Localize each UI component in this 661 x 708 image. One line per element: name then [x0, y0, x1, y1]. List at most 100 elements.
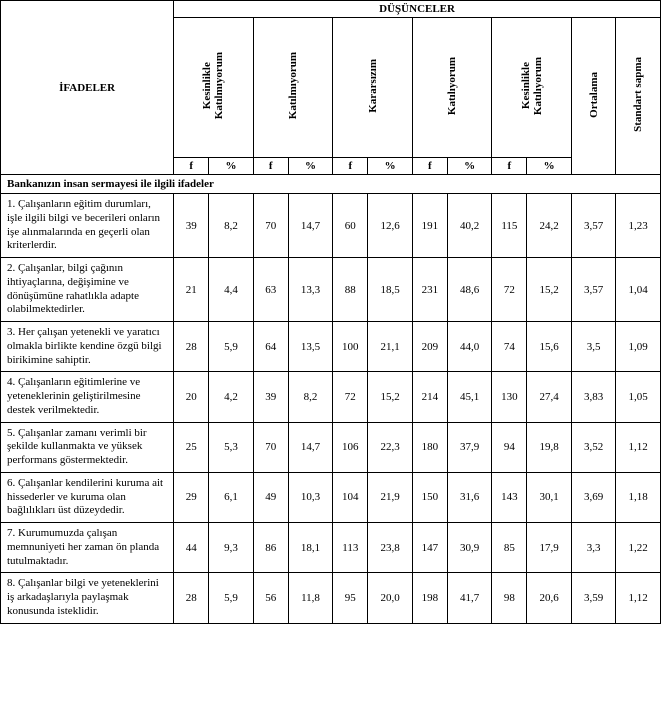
thoughts-header: DÜŞÜNCELER: [174, 1, 661, 18]
mean-cell: 3,3: [571, 523, 615, 573]
pct-cell: 22,3: [368, 422, 412, 472]
f-cell: 39: [174, 194, 209, 258]
sd-cell: 1,05: [616, 372, 661, 422]
f-cell: 56: [253, 573, 288, 623]
f-header: f: [492, 158, 527, 175]
sd-header: Standart sapma: [616, 18, 661, 175]
f-cell: 29: [174, 472, 209, 522]
table-row: 8. Çalışanlar bilgi ve yeteneklerini iş …: [1, 573, 661, 623]
f-cell: 64: [253, 322, 288, 372]
table-row: 4. Çalışanların eğitimlerine ve yetenekl…: [1, 372, 661, 422]
scale-label-4: Katılıyorum: [446, 53, 458, 119]
f-cell: 95: [333, 573, 368, 623]
f-header: f: [412, 158, 447, 175]
pct-cell: 5,3: [209, 422, 253, 472]
scale-col-5: Kesinlikle Katılıyorum: [492, 18, 572, 158]
pct-cell: 13,3: [288, 258, 332, 322]
pct-cell: 41,7: [447, 573, 491, 623]
sd-cell: 1,09: [616, 322, 661, 372]
f-cell: 98: [492, 573, 527, 623]
f-cell: 72: [492, 258, 527, 322]
pct-cell: 4,4: [209, 258, 253, 322]
scale-label-1: Kesinlikle Katılmıyorum: [201, 48, 225, 123]
pct-cell: 5,9: [209, 322, 253, 372]
pct-cell: 27,4: [527, 372, 571, 422]
f-cell: 72: [333, 372, 368, 422]
sd-label: Standart sapma: [632, 53, 644, 136]
pct-cell: 48,6: [447, 258, 491, 322]
pct-cell: 30,9: [447, 523, 491, 573]
mean-cell: 3,83: [571, 372, 615, 422]
f-cell: 150: [412, 472, 447, 522]
section-title: Bankanızın insan sermayesi ile ilgili if…: [1, 175, 661, 194]
table-row: 7. Kurumumuzda çalışan memnuniyeti her z…: [1, 523, 661, 573]
pct-cell: 37,9: [447, 422, 491, 472]
f-cell: 70: [253, 194, 288, 258]
pct-cell: 23,8: [368, 523, 412, 573]
statement-cell: 1. Çalışanların eğitim durumları, işle i…: [1, 194, 174, 258]
f-header: f: [174, 158, 209, 175]
statements-header: İFADELER: [1, 1, 174, 175]
scale-col-2: Katılmıyorum: [253, 18, 333, 158]
f-cell: 39: [253, 372, 288, 422]
f-cell: 143: [492, 472, 527, 522]
sd-cell: 1,18: [616, 472, 661, 522]
pct-header: %: [288, 158, 332, 175]
pct-cell: 18,1: [288, 523, 332, 573]
f-cell: 115: [492, 194, 527, 258]
sd-cell: 1,22: [616, 523, 661, 573]
mean-cell: 3,57: [571, 194, 615, 258]
f-cell: 191: [412, 194, 447, 258]
pct-cell: 13,5: [288, 322, 332, 372]
pct-cell: 14,7: [288, 422, 332, 472]
f-cell: 94: [492, 422, 527, 472]
pct-cell: 17,9: [527, 523, 571, 573]
statement-cell: 5. Çalışanlar zamanı verimli bir şekilde…: [1, 422, 174, 472]
pct-cell: 12,6: [368, 194, 412, 258]
pct-cell: 8,2: [288, 372, 332, 422]
pct-cell: 21,9: [368, 472, 412, 522]
pct-cell: 18,5: [368, 258, 412, 322]
f-cell: 130: [492, 372, 527, 422]
mean-cell: 3,5: [571, 322, 615, 372]
f-cell: 49: [253, 472, 288, 522]
pct-cell: 21,1: [368, 322, 412, 372]
pct-cell: 31,6: [447, 472, 491, 522]
scale-label-2: Katılmıyorum: [287, 48, 299, 123]
pct-cell: 19,8: [527, 422, 571, 472]
scale-col-4: Katılıyorum: [412, 18, 492, 158]
pct-cell: 30,1: [527, 472, 571, 522]
scale-col-3: Kararsızım: [333, 18, 413, 158]
pct-cell: 10,3: [288, 472, 332, 522]
statement-cell: 4. Çalışanların eğitimlerine ve yetenekl…: [1, 372, 174, 422]
f-cell: 44: [174, 523, 209, 573]
sd-cell: 1,23: [616, 194, 661, 258]
f-cell: 28: [174, 573, 209, 623]
pct-cell: 44,0: [447, 322, 491, 372]
pct-cell: 6,1: [209, 472, 253, 522]
pct-header: %: [447, 158, 491, 175]
table-row: 6. Çalışanlar kendilerini kuruma ait his…: [1, 472, 661, 522]
f-header: f: [253, 158, 288, 175]
f-cell: 104: [333, 472, 368, 522]
mean-cell: 3,52: [571, 422, 615, 472]
statement-cell: 8. Çalışanlar bilgi ve yeteneklerini iş …: [1, 573, 174, 623]
pct-cell: 8,2: [209, 194, 253, 258]
f-cell: 70: [253, 422, 288, 472]
table-row: 2. Çalışanlar, bilgi çağının ihtiyaçları…: [1, 258, 661, 322]
pct-header: %: [368, 158, 412, 175]
survey-table: İFADELER DÜŞÜNCELER Kesinlikle Katılmıyo…: [0, 0, 661, 624]
pct-cell: 14,7: [288, 194, 332, 258]
f-cell: 88: [333, 258, 368, 322]
mean-label: Ortalama: [588, 68, 600, 122]
mean-cell: 3,59: [571, 573, 615, 623]
table-row: 5. Çalışanlar zamanı verimli bir şekilde…: [1, 422, 661, 472]
f-cell: 106: [333, 422, 368, 472]
pct-cell: 5,9: [209, 573, 253, 623]
pct-cell: 15,6: [527, 322, 571, 372]
table-row: 1. Çalışanların eğitim durumları, işle i…: [1, 194, 661, 258]
mean-header: Ortalama: [571, 18, 615, 175]
pct-cell: 4,2: [209, 372, 253, 422]
f-cell: 74: [492, 322, 527, 372]
f-cell: 214: [412, 372, 447, 422]
